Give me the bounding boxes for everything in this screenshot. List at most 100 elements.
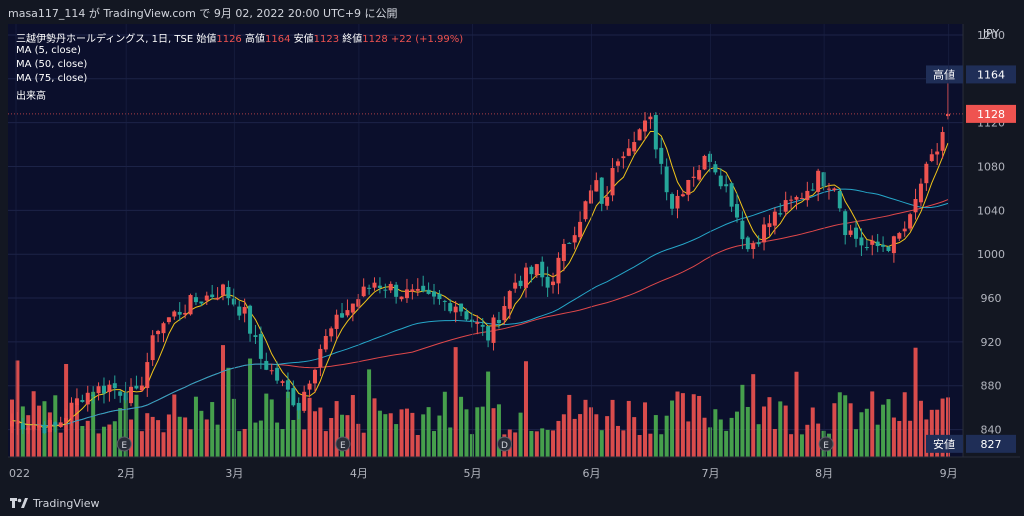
candle [653,115,658,150]
earnings-marker: E [818,436,834,452]
candle [686,179,691,195]
volume-bar [80,425,85,457]
volume-bar [843,395,848,457]
candle [762,224,767,243]
candle [350,303,355,313]
candle [594,180,599,192]
volume-bar [464,409,469,457]
candle [502,305,507,321]
volume-bar [129,419,134,457]
candle [96,386,101,394]
volume-bar [486,371,491,457]
candle [935,151,940,155]
candle [231,298,236,305]
candle [302,391,307,411]
high-label-text: 高値 [933,67,955,81]
legend-low-label: 安値 [293,34,314,45]
candle [843,211,848,236]
volume-bar [448,427,453,457]
tradingview-logo-text: TradingView [33,497,100,510]
volume-bar [940,398,945,457]
candle [415,288,420,291]
candle [156,330,161,335]
volume-bar [713,409,718,457]
volume-bar [594,414,599,457]
volume-bar [275,422,280,457]
volume-bar [285,391,290,457]
volume-bar [664,415,669,457]
volume-bar [340,414,345,457]
candle [767,223,772,228]
time-axis-label: 2022 [8,467,30,480]
volume-bar [37,405,42,457]
candle [26,427,31,431]
low-value-tag [966,434,1016,453]
candle [53,422,58,426]
candle [756,242,761,245]
candle [826,188,831,190]
legend-ma5[interactable]: MA (5, close) [16,45,81,56]
volume-bar [101,426,106,457]
tradingview-logo[interactable]: TradingView [10,497,99,510]
candle [859,237,864,246]
candle [832,188,837,191]
candle [924,163,929,184]
volume-bar [513,432,518,457]
candle [377,285,382,288]
volume-bar [318,407,323,457]
candle [707,153,712,162]
legend-low: 1123 [313,34,340,45]
legend-ma75[interactable]: MA (75, close) [16,73,88,84]
volume-bar [183,417,188,457]
candle [399,296,404,300]
volume-bar [361,432,366,457]
candle [383,289,388,291]
volume-bar [166,414,171,457]
volume-bar [107,424,112,457]
candle [166,317,171,323]
volume-bar [480,406,485,457]
candle [15,420,20,424]
legend-ma50[interactable]: MA (50, close) [16,59,88,70]
candle [307,383,312,390]
volume-bar [545,429,550,457]
volume-bar [588,407,593,457]
volume-bar [307,397,312,457]
candle [42,424,47,434]
candle [340,313,345,318]
volume-bar [816,423,821,457]
volume-bar [329,418,334,457]
candle [253,335,258,337]
time-axis-label: 4月 [350,467,368,480]
candle [285,380,290,390]
volume-bar [367,369,372,457]
volume-bar [772,428,777,457]
volume-bar [248,358,253,457]
candle [85,392,90,405]
legend-volume[interactable]: 出来高 [16,91,46,102]
chart-area[interactable]: JPY120011601120108010401000960920880840高… [2,24,1020,489]
volume-bar [442,391,447,457]
volume-bar [794,371,799,457]
time-axis-label: 6月 [583,467,601,480]
volume-bar [496,404,501,457]
candle [47,419,52,432]
volume-bar [745,406,750,457]
candle [291,388,296,406]
candle [123,392,128,401]
price-chart[interactable]: JPY120011601120108010401000960920880840高… [2,24,1020,489]
legend-main: 三越伊勢丹ホールディングス, 1日, TSE 始値1126 高値1164 安値1… [16,30,463,45]
candle [183,312,188,315]
volume-bar [139,431,144,457]
volume-bar [929,409,934,457]
candle [37,424,42,428]
volume-bar [172,394,177,457]
candle [486,326,491,341]
candle [908,214,913,229]
volume-bar [756,424,761,457]
candle [296,402,301,411]
candle [237,306,242,316]
volume-bar [291,419,296,457]
volume-bar [475,407,480,457]
candle [551,281,556,286]
